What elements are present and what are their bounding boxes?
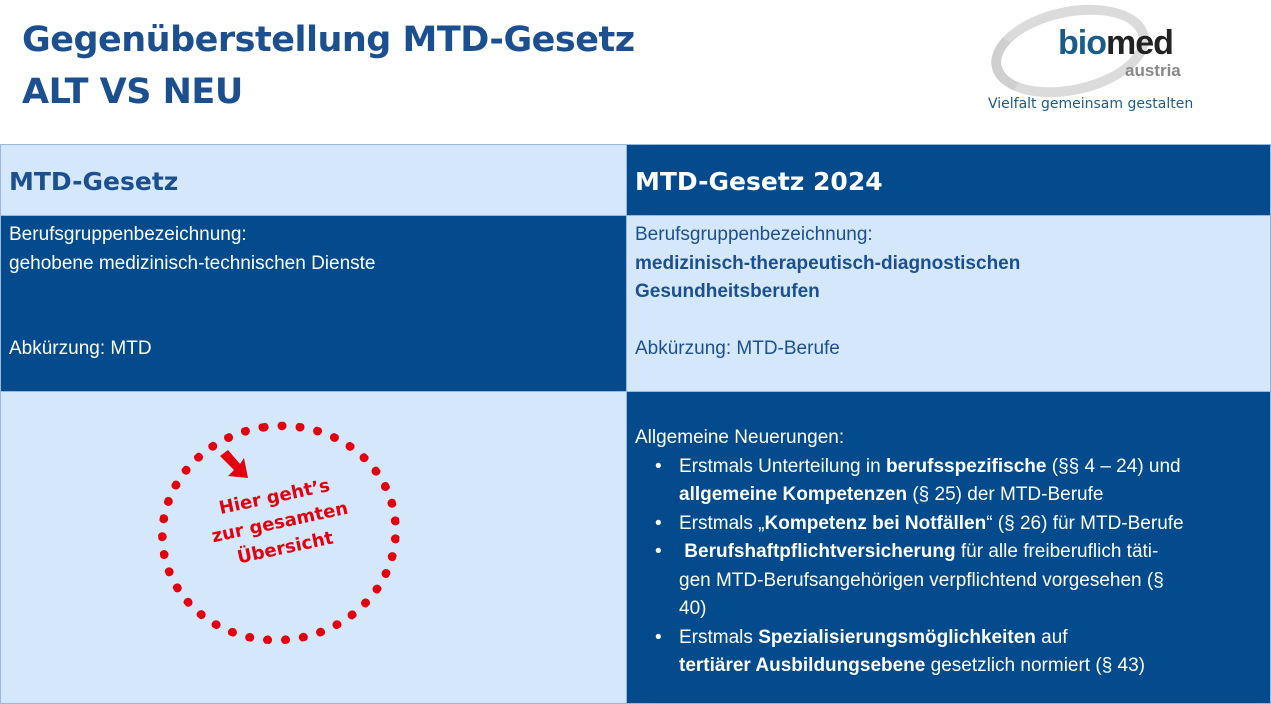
logo-med: med (1105, 24, 1174, 62)
list-item: Erstmals Spezialisierungsmöglichkeiten a… (635, 624, 1270, 681)
news-list: Erstmals Unterteilung in berufsspezifisc… (635, 453, 1270, 681)
right-name-1: medizinisch-therapeutisch-diagnostischen (635, 252, 1021, 274)
right-heading: MTD-Gesetz 2024 (626, 144, 1271, 216)
left-heading: MTD-Gesetz (0, 144, 627, 216)
title-line-2: ALT VS NEU (22, 72, 243, 112)
list-item: Berufshaftpflichtversicherung für alle f… (635, 538, 1270, 624)
logo-bio: bio (1058, 24, 1107, 62)
arrow-down-right-icon (220, 450, 248, 478)
left-overview-cell[interactable] (0, 391, 627, 704)
left-abbr: Abkürzung: MTD (9, 338, 152, 359)
logo-slogan: Vielfalt gemeinsam gestalten (988, 96, 1194, 112)
right-name-2: Gesundheitsberufen (635, 281, 820, 302)
list-item: Erstmals Unterteilung in berufsspezifisc… (635, 453, 1270, 510)
list-item: Erstmals „Kompetenz bei Notfällen“ (§ 26… (635, 510, 1270, 539)
biomed-austria-logo: biomed austria Vielfalt gemeinsam gestal… (982, 0, 1215, 122)
left-label: Berufsgruppenbezeichnung: (9, 224, 247, 245)
logo-austria: austria (1125, 61, 1181, 80)
title-line-1: Gegenüberstellung MTD-Gesetz (22, 20, 635, 60)
left-name-cell: Berufsgruppenbezeichnung: gehobene mediz… (0, 215, 627, 392)
page-title: Gegenüberstellung MTD-Gesetz ALT VS NEU (22, 14, 635, 118)
right-news-cell: Allgemeine Neuerungen: Erstmals Untertei… (626, 391, 1271, 704)
right-label: Berufsgruppenbezeichnung: (635, 224, 873, 245)
left-name: gehobene medizinisch-technischen Dienste (9, 252, 376, 274)
right-abbr: Abkürzung: MTD-Berufe (635, 337, 840, 359)
news-title: Allgemeine Neuerungen: (635, 427, 845, 448)
right-name-cell: Berufsgruppenbezeichnung: medizinisch-th… (626, 215, 1271, 392)
